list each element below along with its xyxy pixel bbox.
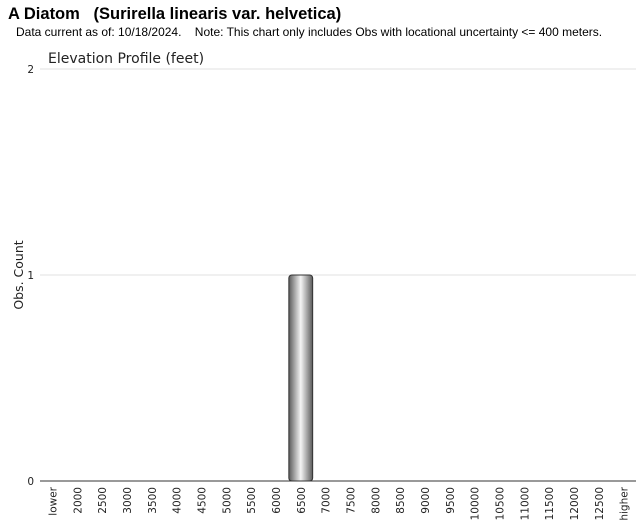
y-tick-labels: 0 1 2 — [27, 64, 34, 488]
bars — [288, 274, 314, 482]
page-title: A Diatom (Surirella linearis var. helvet… — [8, 5, 342, 23]
x-tick-label: 11000 — [519, 487, 531, 520]
bar-6500 — [288, 274, 314, 482]
x-tick-label: 7500 — [345, 487, 357, 514]
x-tick-label: 8000 — [370, 487, 382, 514]
x-tick-label: 8500 — [395, 487, 407, 514]
chart-title: Elevation Profile (feet) — [48, 51, 204, 67]
uncertainty-note: Note: This chart only includes Obs with … — [194, 25, 603, 39]
x-tick-label: 11500 — [544, 487, 556, 520]
x-tick-label: 10000 — [470, 487, 482, 520]
x-tick-label: 6500 — [296, 487, 308, 514]
x-tick-label: 2000 — [72, 487, 84, 514]
x-tick-label: 3500 — [147, 487, 159, 514]
x-tick-label: 3000 — [122, 487, 134, 514]
y-tick-label: 0 — [27, 476, 34, 488]
x-tick-label: 9000 — [420, 487, 432, 514]
x-tick-label: 5500 — [246, 487, 258, 514]
x-tick-labels: lower 2000 2500 3000 3500 4000 4500 5000 5500 600… — [47, 486, 630, 520]
x-tick-label: 2500 — [97, 487, 109, 514]
x-tick-label: higher — [619, 486, 631, 520]
x-tick-label: lower — [47, 486, 59, 515]
y-tick-label: 2 — [27, 64, 34, 76]
x-tick-label: 7000 — [321, 487, 333, 514]
y-axis-label: Obs. Count — [11, 240, 26, 309]
x-tick-label: 12000 — [569, 487, 581, 520]
gridlines — [40, 68, 636, 276]
y-tick-label: 1 — [27, 270, 34, 282]
x-tick-label: 12500 — [594, 487, 606, 520]
data-note: Data current as of: 10/18/2024. Note: Th… — [16, 25, 602, 40]
x-tick-label: 4500 — [196, 487, 208, 514]
x-tick-label: 9500 — [445, 487, 457, 514]
x-tick-label: 6000 — [271, 487, 283, 514]
x-tick-label: 10500 — [494, 487, 506, 520]
x-tick-label: 4000 — [172, 487, 184, 514]
x-tick-label: 5000 — [221, 487, 233, 514]
data-current-label: Data current as of: 10/18/2024. — [16, 25, 182, 39]
